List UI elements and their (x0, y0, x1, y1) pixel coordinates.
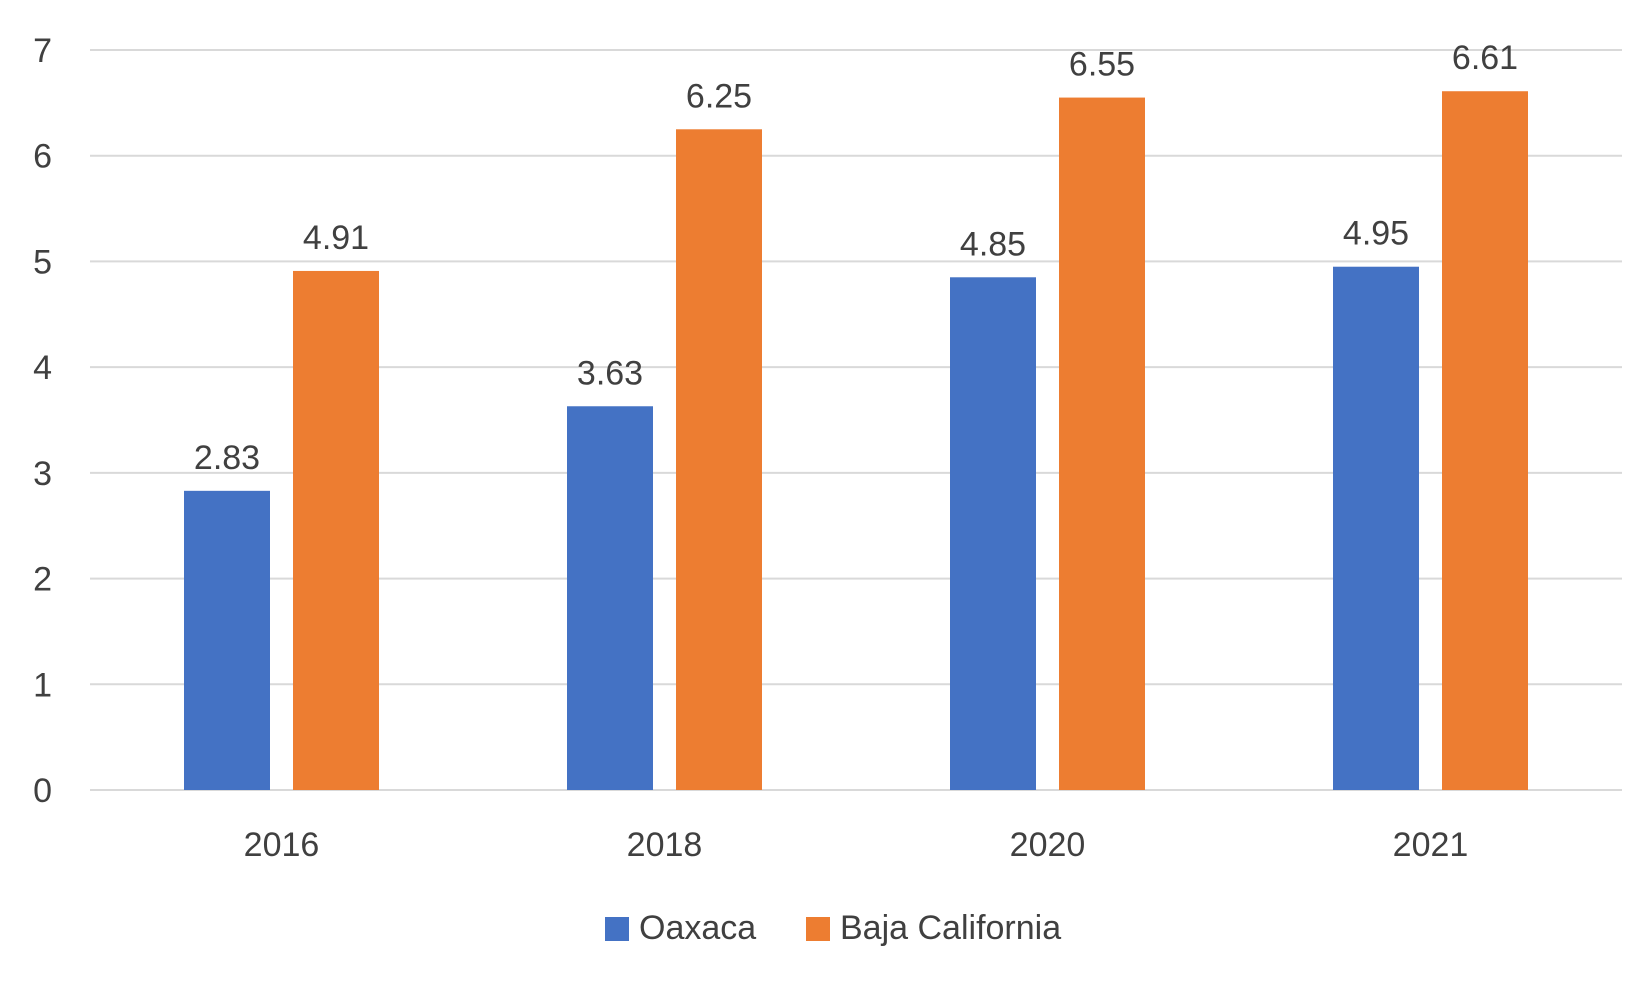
data-label: 3.63 (577, 354, 643, 392)
y-tick-label: 3 (33, 455, 52, 493)
bar-oaxaca-2021 (1333, 266, 1419, 790)
data-label: 4.95 (1343, 215, 1409, 253)
x-axis-ticks: 2016 2018 2020 2021 (244, 826, 1469, 864)
y-tick-label: 1 (33, 666, 52, 704)
data-label: 6.25 (686, 77, 752, 115)
y-tick-label: 4 (33, 349, 52, 387)
bar-oaxaca-2018 (567, 406, 653, 790)
legend-swatch-oaxaca (605, 917, 629, 941)
data-label: 4.91 (303, 219, 369, 257)
legend-label: Oaxaca (639, 909, 756, 947)
bar-oaxaca-2020 (950, 277, 1036, 790)
x-tick-label: 2021 (1393, 826, 1469, 864)
legend-label: Baja California (840, 909, 1061, 947)
legend-swatch-baja-california (806, 917, 830, 941)
x-tick-label: 2018 (627, 826, 703, 864)
bar-baja-california-2021 (1442, 91, 1528, 790)
data-labels: 2.83 4.91 3.63 6.25 4.85 6.55 4.95 6.61 (194, 39, 1518, 477)
legend: Oaxaca Baja California (605, 909, 1061, 947)
y-tick-label: 6 (33, 138, 52, 176)
bar-baja-california-2020 (1059, 97, 1145, 791)
y-axis-ticks: 0 1 2 3 4 5 6 7 (33, 32, 52, 810)
bar-baja-california-2018 (676, 129, 762, 791)
y-tick-label: 0 (33, 772, 52, 810)
bars (184, 91, 1528, 791)
x-tick-label: 2020 (1010, 826, 1086, 864)
data-label: 6.61 (1452, 39, 1518, 77)
bar-oaxaca-2016 (184, 490, 270, 790)
data-label: 6.55 (1069, 46, 1135, 84)
y-tick-label: 7 (33, 32, 52, 70)
y-tick-label: 2 (33, 561, 52, 599)
y-tick-label: 5 (33, 243, 52, 281)
x-tick-label: 2016 (244, 826, 320, 864)
data-label: 4.85 (960, 225, 1026, 263)
data-label: 2.83 (194, 439, 260, 477)
bar-baja-california-2016 (293, 270, 379, 790)
